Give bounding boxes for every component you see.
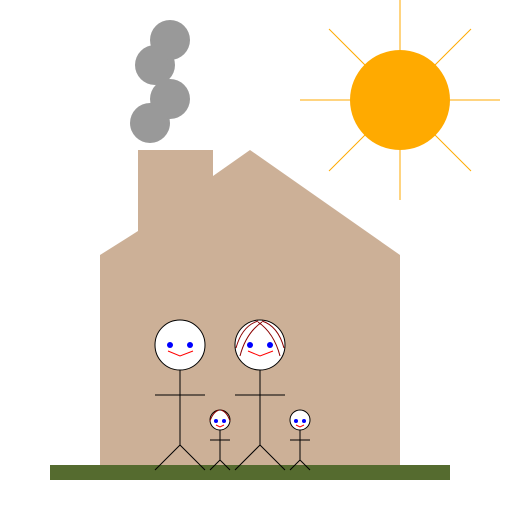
figure-smile [247,350,274,357]
figure-leg [219,459,231,471]
stick-figure-child [289,409,311,471]
stick-figure-adult [234,319,286,471]
figure-smile [167,350,194,357]
figure-leg [154,444,181,471]
figure-eye [302,419,306,423]
figure-eye [187,342,193,348]
figure-eye [267,342,273,348]
smoke-puff [150,20,190,60]
family [154,319,311,471]
figure-smile [295,424,305,428]
house [100,150,400,465]
figure-eye [247,342,253,348]
sun-disc [350,50,450,150]
figure-eye [222,419,226,423]
figure-eye [294,419,298,423]
ground [50,465,450,480]
figure-leg [179,444,206,471]
smoke-puff [150,79,190,119]
figure-eye [214,419,218,423]
figure-leg [289,459,301,471]
figure-hair [235,320,285,357]
figure-head [154,319,206,371]
sun [300,0,500,200]
figure-leg [209,459,221,471]
figure-leg [234,444,261,471]
figure-smile [215,424,225,428]
figure-hair [209,409,231,422]
stick-figure-adult [154,319,206,471]
figure-leg [299,459,311,471]
figure-leg [259,444,286,471]
stick-figure-child [209,409,231,471]
figure-eye [167,342,173,348]
chimney-smoke [130,20,190,143]
figure-head [234,319,286,371]
